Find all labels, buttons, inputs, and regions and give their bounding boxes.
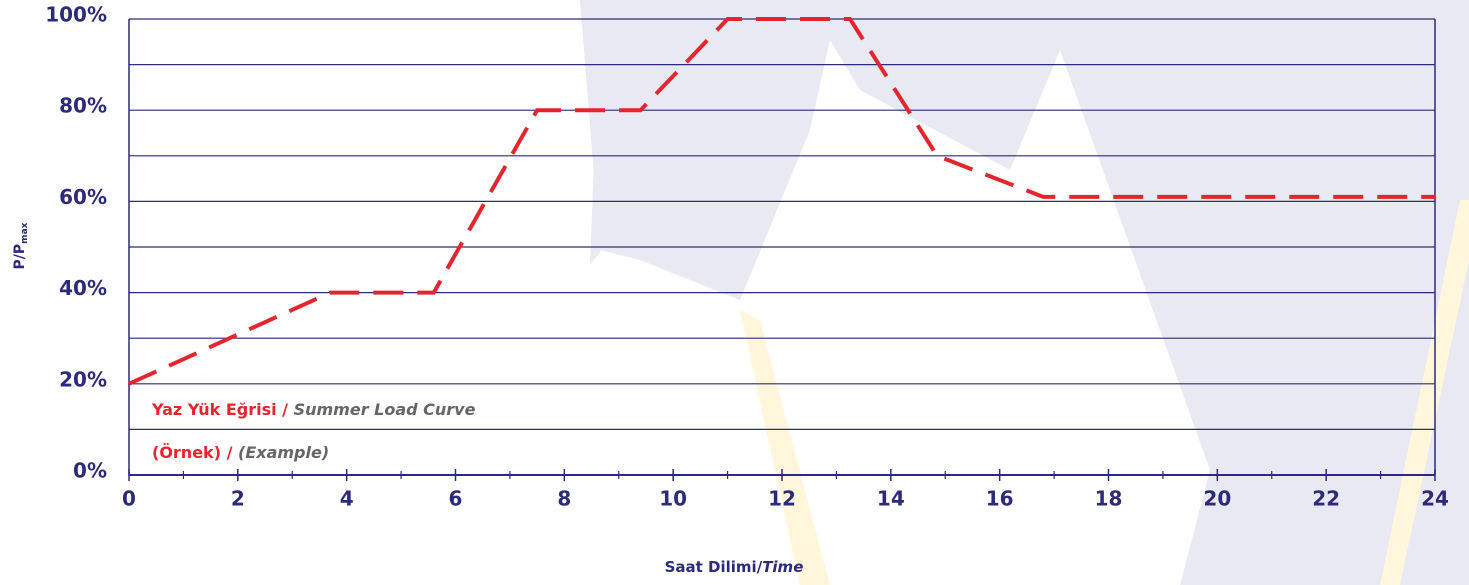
y-tick-label: 100% (45, 3, 107, 27)
y-tick-label: 0% (73, 459, 107, 483)
y-tick-label: 80% (59, 94, 107, 118)
x-tick-label: 12 (768, 487, 796, 511)
y-tick-label: 20% (59, 367, 107, 391)
x-tick-label: 18 (1095, 487, 1123, 511)
y-label-sub: max (20, 222, 30, 243)
x-tick-label: 2 (231, 487, 245, 511)
x-tick-label: 0 (122, 487, 136, 511)
x-tick-label: 6 (449, 487, 463, 511)
y-label-main: P/P (12, 244, 28, 270)
annotation-tr: (Örnek) / (152, 443, 233, 462)
annotation-en: (Example) (238, 443, 329, 462)
x-tick-label: 16 (986, 487, 1014, 511)
x-tick-label: 20 (1203, 487, 1231, 511)
x-axis-label: Saat Dilimi/Time (665, 558, 804, 576)
annotation-en: Summer Load Curve (294, 400, 476, 419)
x-tick-label: 8 (557, 487, 571, 511)
x-tick-label: 22 (1312, 487, 1340, 511)
x-tick-label: 10 (659, 487, 687, 511)
x-label-en: Time (762, 558, 803, 576)
y-axis-label: P/Pmax (12, 222, 30, 269)
x-tick-label: 4 (340, 487, 354, 511)
annotation: Yaz Yük Eğrisi / Summer Load Curve (151, 400, 476, 419)
load-curve (128, 17, 1435, 386)
y-tick-label: 60% (59, 185, 107, 209)
x-tick-label: 14 (877, 487, 905, 511)
annotation-tr: Yaz Yük Eğrisi / (151, 400, 288, 419)
y-tick-label: 40% (59, 276, 107, 300)
annotation: (Örnek) / (Example) (152, 443, 329, 462)
x-tick-label: 24 (1421, 487, 1449, 511)
x-label-main: Saat Dilimi/ (665, 558, 763, 576)
